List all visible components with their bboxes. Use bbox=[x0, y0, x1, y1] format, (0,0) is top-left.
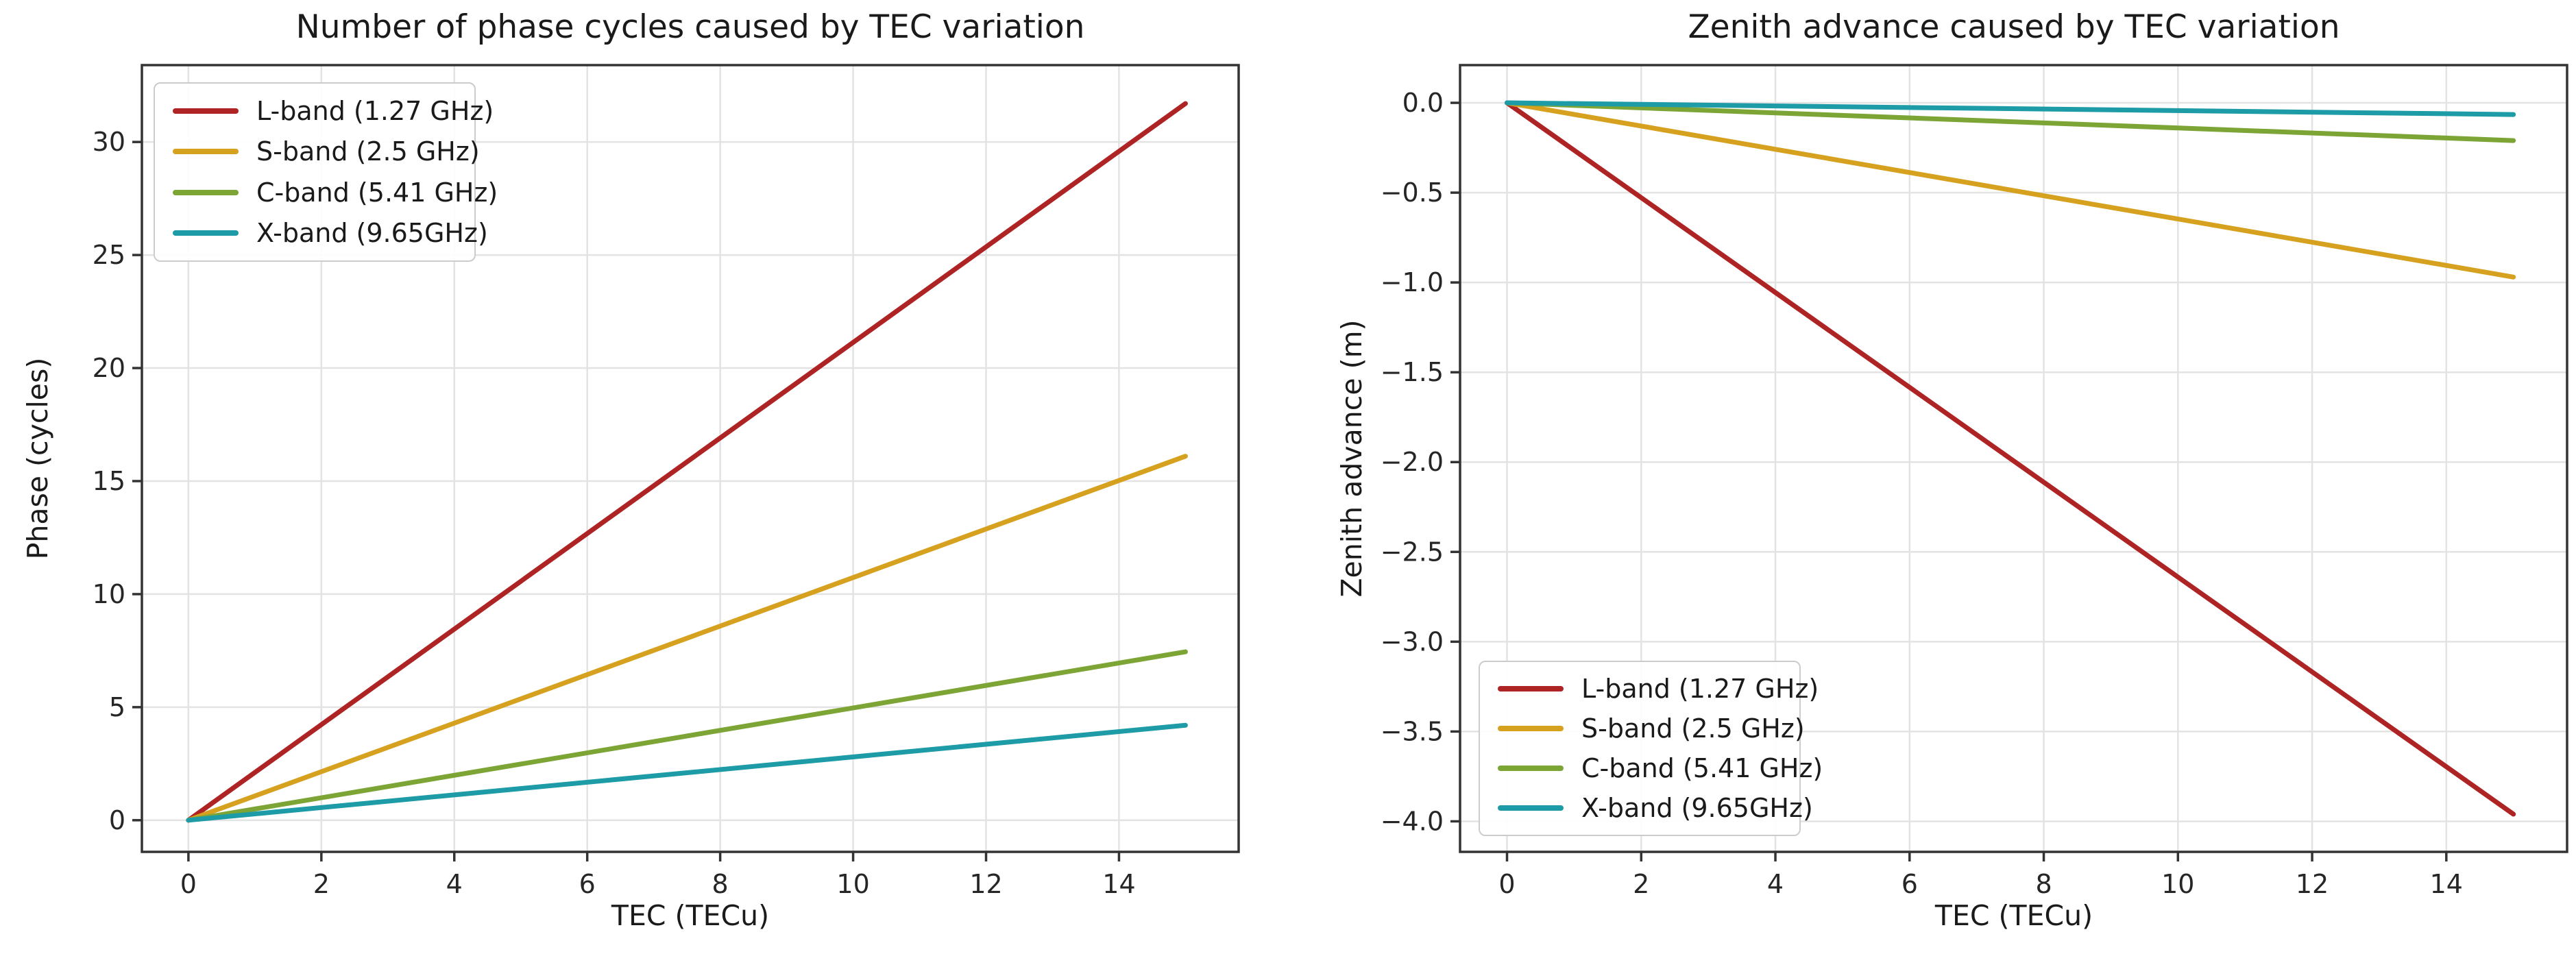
legend-label: L-band (1.27 GHz) bbox=[256, 95, 494, 126]
x-tick-label: 10 bbox=[836, 869, 869, 899]
right-chart-legend: L-band (1.27 GHz) S-band (2.5 GHz) C-ban… bbox=[1479, 661, 1823, 836]
x-tick-label: 2 bbox=[313, 869, 330, 899]
l-band-line-swatch bbox=[173, 108, 239, 114]
legend-entry-l-band: L-band (1.27 GHz) bbox=[155, 98, 494, 124]
s-band-line-swatch bbox=[1498, 726, 1564, 731]
legend-entry-s-band: S-band (2.5 GHz) bbox=[155, 138, 480, 164]
x-tick-label: 0 bbox=[180, 869, 197, 899]
x-tick-label: 6 bbox=[579, 869, 596, 899]
x-tick-label: 12 bbox=[969, 869, 1002, 899]
s-band-line-swatch bbox=[173, 149, 239, 155]
y-tick-label: 15 bbox=[93, 466, 125, 496]
left-chart-title: Number of phase cycles caused by TEC var… bbox=[295, 8, 1085, 46]
x-tick-label: 2 bbox=[1633, 869, 1649, 899]
legend-label: L-band (1.27 GHz) bbox=[1581, 674, 1819, 704]
series-line bbox=[186, 454, 1188, 823]
x-tick-label: 10 bbox=[2161, 869, 2194, 899]
series-line bbox=[186, 722, 1188, 823]
axes-frame bbox=[141, 64, 1240, 853]
legend-entry-x-band: X-band (9.65GHz) bbox=[1480, 795, 1813, 821]
x-tick-label: 6 bbox=[1901, 869, 1918, 899]
legend-label: C-band (5.41 GHz) bbox=[1581, 753, 1823, 783]
x-tick-label: 8 bbox=[712, 869, 729, 899]
legend-label: X-band (9.65GHz) bbox=[1581, 793, 1813, 823]
x-tick-label: 4 bbox=[1767, 869, 1784, 899]
y-tick-label: 25 bbox=[93, 240, 125, 270]
y-tick-label: 20 bbox=[93, 353, 125, 383]
legend-entry-c-band: C-band (5.41 GHz) bbox=[155, 180, 498, 206]
y-tick-label: 5 bbox=[109, 692, 125, 722]
x-tick-label: 0 bbox=[1498, 869, 1515, 899]
legend-label: C-band (5.41 GHz) bbox=[256, 177, 498, 208]
series-line bbox=[186, 649, 1188, 823]
y-tick-label: −1.0 bbox=[1381, 267, 1444, 297]
y-tick-label: −1.5 bbox=[1381, 357, 1444, 387]
y-tick-label: 0 bbox=[109, 805, 125, 835]
x-tick-label: 8 bbox=[2035, 869, 2052, 899]
right-chart-title: Zenith advance caused by TEC variation bbox=[1688, 8, 2340, 46]
left-y-axis-label: Phase (cycles) bbox=[21, 357, 54, 560]
x-tick-label: 14 bbox=[2430, 869, 2463, 899]
l-band-line-swatch bbox=[1498, 686, 1564, 691]
y-tick-label: 10 bbox=[93, 579, 125, 609]
y-tick-label: 0.0 bbox=[1402, 88, 1444, 118]
legend-label: S-band (2.5 GHz) bbox=[256, 136, 480, 167]
y-tick-label: −3.5 bbox=[1381, 716, 1444, 746]
right-x-axis-label: TEC (TECu) bbox=[1934, 899, 2093, 932]
series-line bbox=[186, 101, 1188, 823]
x-tick-label: 12 bbox=[2296, 869, 2329, 899]
x-tick-label: 14 bbox=[1102, 869, 1135, 899]
y-tick-label: −4.0 bbox=[1381, 806, 1444, 836]
legend-entry-c-band: C-band (5.41 GHz) bbox=[1480, 755, 1823, 781]
c-band-line-swatch bbox=[173, 189, 239, 195]
y-tick-label: 30 bbox=[93, 127, 125, 157]
series-line bbox=[1505, 100, 2516, 143]
legend-entry-l-band: L-band (1.27 GHz) bbox=[1480, 676, 1819, 702]
x-tick-label: 4 bbox=[446, 869, 463, 899]
x-band-line-swatch bbox=[1498, 805, 1564, 811]
y-tick-label: −2.5 bbox=[1381, 537, 1444, 567]
y-tick-label: −0.5 bbox=[1381, 178, 1444, 208]
phase-cycles-plot-area: 0 2 4 6 8 10 12 14 0 5 10 15 20 25 30 bbox=[93, 64, 1240, 899]
legend-label: S-band (2.5 GHz) bbox=[1581, 713, 1805, 744]
series-line bbox=[1505, 100, 2516, 117]
series-line bbox=[1505, 100, 2516, 280]
legend-label: X-band (9.65GHz) bbox=[256, 218, 488, 249]
c-band-line-swatch bbox=[1498, 766, 1564, 771]
legend-entry-s-band: S-band (2.5 GHz) bbox=[1480, 715, 1805, 742]
x-band-line-swatch bbox=[173, 230, 239, 236]
right-y-axis-label: Zenith advance (m) bbox=[1335, 319, 1368, 598]
y-tick-label: −3.0 bbox=[1381, 626, 1444, 657]
legend-entry-x-band: X-band (9.65GHz) bbox=[155, 220, 488, 246]
left-chart-legend: L-band (1.27 GHz) S-band (2.5 GHz) C-ban… bbox=[154, 82, 498, 262]
y-tick-label: −2.0 bbox=[1381, 447, 1444, 477]
left-x-axis-label: TEC (TECu) bbox=[611, 899, 770, 932]
